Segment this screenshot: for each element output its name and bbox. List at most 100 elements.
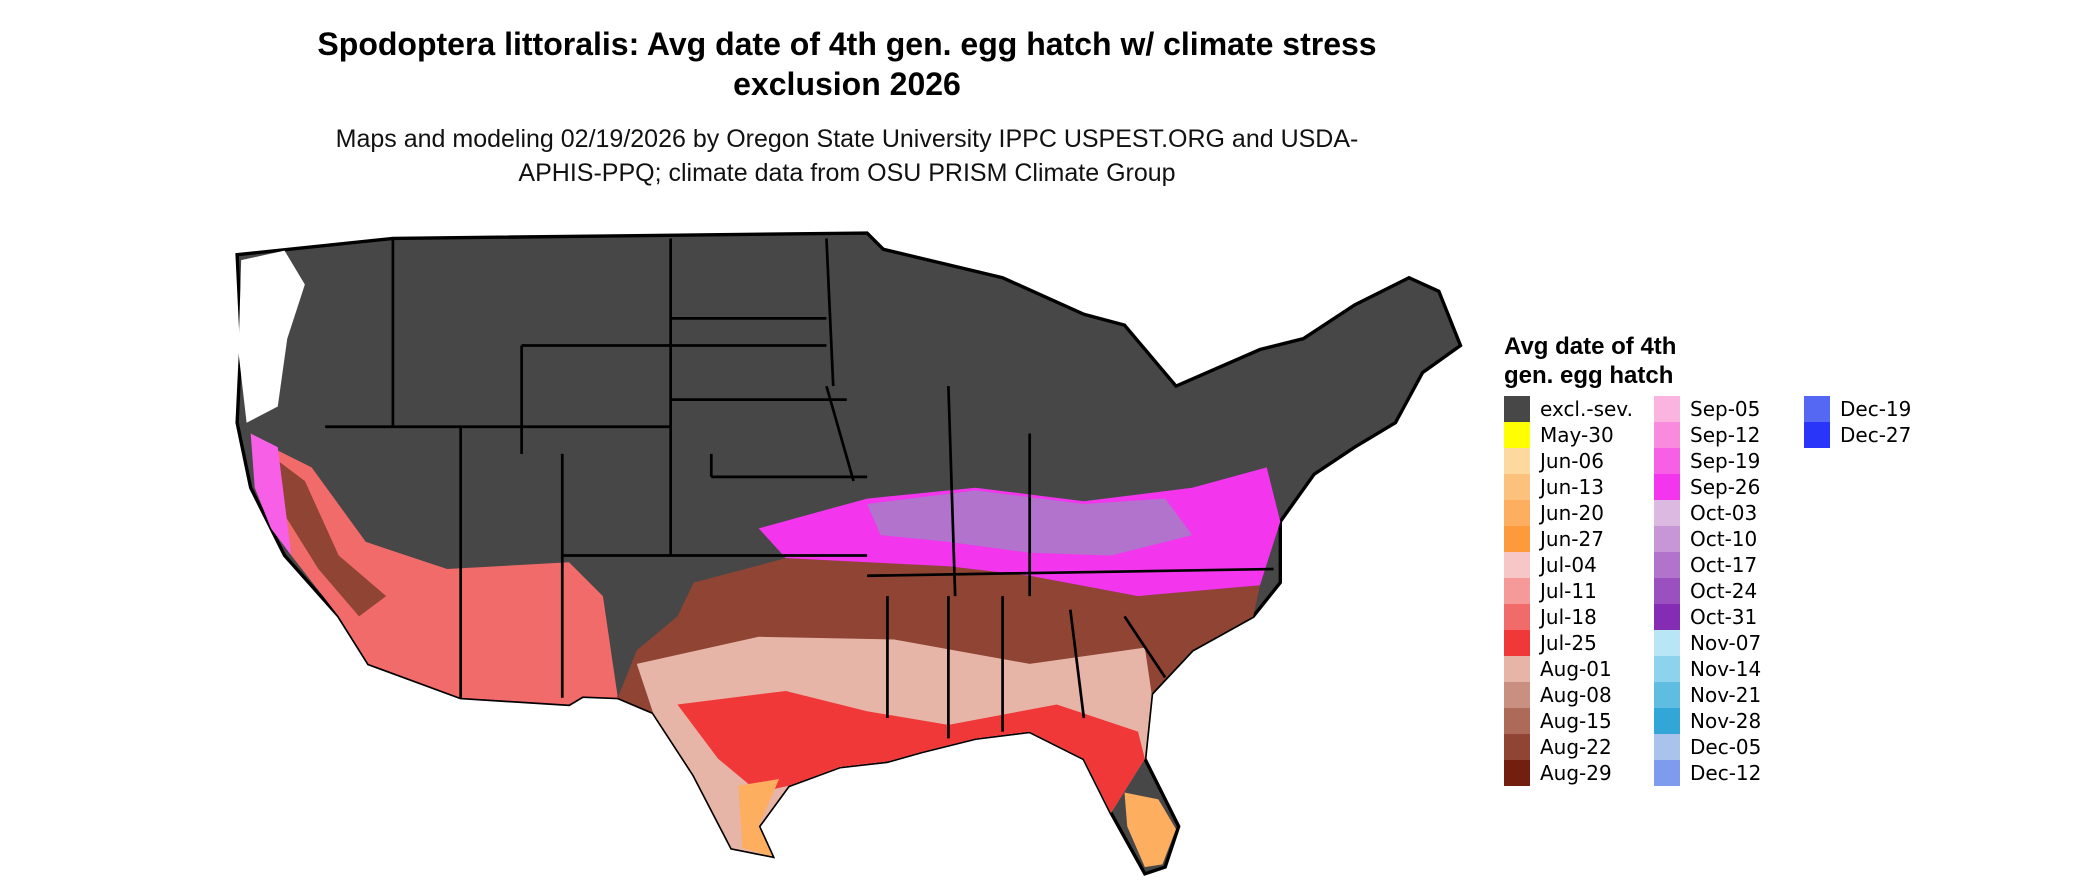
- legend-label: Nov-21: [1690, 683, 1762, 707]
- legend-swatch: [1504, 500, 1530, 526]
- legend-item: Jun-06: [1504, 448, 1654, 474]
- legend-swatch: [1504, 630, 1530, 656]
- legend-item: Nov-21: [1654, 682, 1804, 708]
- legend-label: Aug-01: [1540, 657, 1612, 681]
- legend-item: Oct-24: [1654, 578, 1804, 604]
- legend-label: Jul-18: [1540, 605, 1597, 629]
- map-subtitle: Maps and modeling 02/19/2026 by Oregon S…: [335, 125, 1359, 187]
- legend-item: Nov-28: [1654, 708, 1804, 734]
- legend-item: Dec-12: [1654, 760, 1804, 786]
- legend-label: Aug-15: [1540, 709, 1612, 733]
- legend-item: Sep-12: [1654, 422, 1804, 448]
- legend-label: Oct-03: [1690, 501, 1758, 525]
- legend-item: Sep-19: [1654, 448, 1804, 474]
- legend-swatch: [1504, 734, 1530, 760]
- legend-swatch: [1504, 604, 1530, 630]
- legend-swatch: [1654, 474, 1680, 500]
- legend-swatch: [1654, 604, 1680, 630]
- legend-label: Jun-20: [1540, 501, 1604, 525]
- legend-label: Oct-24: [1690, 579, 1758, 603]
- legend-label: Jul-04: [1540, 553, 1597, 577]
- legend-swatch: [1654, 708, 1680, 734]
- legend-label: Dec-27: [1840, 423, 1912, 447]
- legend-item: Dec-05: [1654, 734, 1804, 760]
- legend-swatch: [1504, 552, 1530, 578]
- legend-label: Nov-14: [1690, 657, 1762, 681]
- legend-item: Jul-11: [1504, 578, 1654, 604]
- legend-item: May-30: [1504, 422, 1654, 448]
- legend-label: Oct-10: [1690, 527, 1758, 551]
- legend-item: Aug-01: [1504, 656, 1654, 682]
- legend-item: Aug-29: [1504, 760, 1654, 786]
- legend-swatch: [1504, 682, 1530, 708]
- legend-label: Dec-12: [1690, 761, 1762, 785]
- legend-swatch: [1654, 552, 1680, 578]
- legend-swatch: [1654, 448, 1680, 474]
- legend-items: excl.-sev. May-30 Jun-06 Jun-13 Jun-20 Jun-27…: [1504, 396, 1954, 786]
- legend-label: Jun-13: [1540, 475, 1604, 499]
- legend-label: Jul-11: [1540, 579, 1597, 603]
- legend-item: Oct-03: [1654, 500, 1804, 526]
- legend-item: excl.-sev.: [1504, 396, 1654, 422]
- legend-label: Oct-31: [1690, 605, 1758, 629]
- legend-swatch: [1504, 760, 1530, 786]
- legend-swatch: [1504, 474, 1530, 500]
- legend-label: Dec-05: [1690, 735, 1762, 759]
- map-title: Spodoptera littoralis: Avg date of 4th g…: [317, 26, 1377, 102]
- legend-item: Oct-10: [1654, 526, 1804, 552]
- west-warm: [270, 447, 618, 705]
- legend-label: Nov-07: [1690, 631, 1762, 655]
- legend-swatch: [1654, 396, 1680, 422]
- legend-item: Dec-27: [1804, 422, 1954, 448]
- legend-label: Jun-06: [1540, 449, 1604, 473]
- legend-item: Jul-25: [1504, 630, 1654, 656]
- legend-label: Aug-29: [1540, 761, 1612, 785]
- legend-item: Sep-05: [1654, 396, 1804, 422]
- legend-item: Nov-07: [1654, 630, 1804, 656]
- legend-item: Aug-22: [1504, 734, 1654, 760]
- legend-swatch: [1654, 630, 1680, 656]
- legend-label: Dec-19: [1840, 397, 1912, 421]
- legend-label: May-30: [1540, 423, 1614, 447]
- legend-label: Nov-28: [1690, 709, 1762, 733]
- legend-item: Nov-14: [1654, 656, 1804, 682]
- legend-label: excl.-sev.: [1540, 397, 1633, 421]
- legend: Avg date of 4th gen. egg hatch excl.-sev…: [1504, 332, 1954, 786]
- legend-item: Jul-18: [1504, 604, 1654, 630]
- legend-label: Sep-19: [1690, 449, 1761, 473]
- legend-swatch: [1504, 526, 1530, 552]
- legend-item: Jun-20: [1504, 500, 1654, 526]
- legend-swatch: [1654, 422, 1680, 448]
- legend-swatch: [1504, 656, 1530, 682]
- legend-label: Sep-12: [1690, 423, 1761, 447]
- legend-item: Dec-19: [1804, 396, 1954, 422]
- legend-label: Aug-08: [1540, 683, 1612, 707]
- legend-swatch: [1504, 708, 1530, 734]
- legend-item: Sep-26: [1654, 474, 1804, 500]
- legend-item: Jun-13: [1504, 474, 1654, 500]
- west-pink: [250, 433, 292, 556]
- legend-item: Jul-04: [1504, 552, 1654, 578]
- legend-swatch: [1654, 526, 1680, 552]
- legend-swatch: [1504, 422, 1530, 448]
- legend-item: Aug-15: [1504, 708, 1654, 734]
- legend-label: Sep-26: [1690, 475, 1761, 499]
- legend-label: Sep-05: [1690, 397, 1761, 421]
- excluded-west: [238, 250, 305, 423]
- legend-swatch: [1504, 578, 1530, 604]
- legend-swatch: [1654, 578, 1680, 604]
- state-borders: [325, 238, 1274, 739]
- legend-item: Oct-17: [1654, 552, 1804, 578]
- legend-swatch: [1654, 656, 1680, 682]
- legend-swatch: [1654, 760, 1680, 786]
- legend-item: Jun-27: [1504, 526, 1654, 552]
- legend-swatch: [1654, 734, 1680, 760]
- legend-swatch: [1504, 448, 1530, 474]
- legend-swatch: [1654, 682, 1680, 708]
- legend-title: Avg date of 4th gen. egg hatch: [1504, 333, 1677, 389]
- legend-item: Oct-31: [1654, 604, 1804, 630]
- gulf-red: [677, 690, 1145, 813]
- legend-item: Aug-08: [1504, 682, 1654, 708]
